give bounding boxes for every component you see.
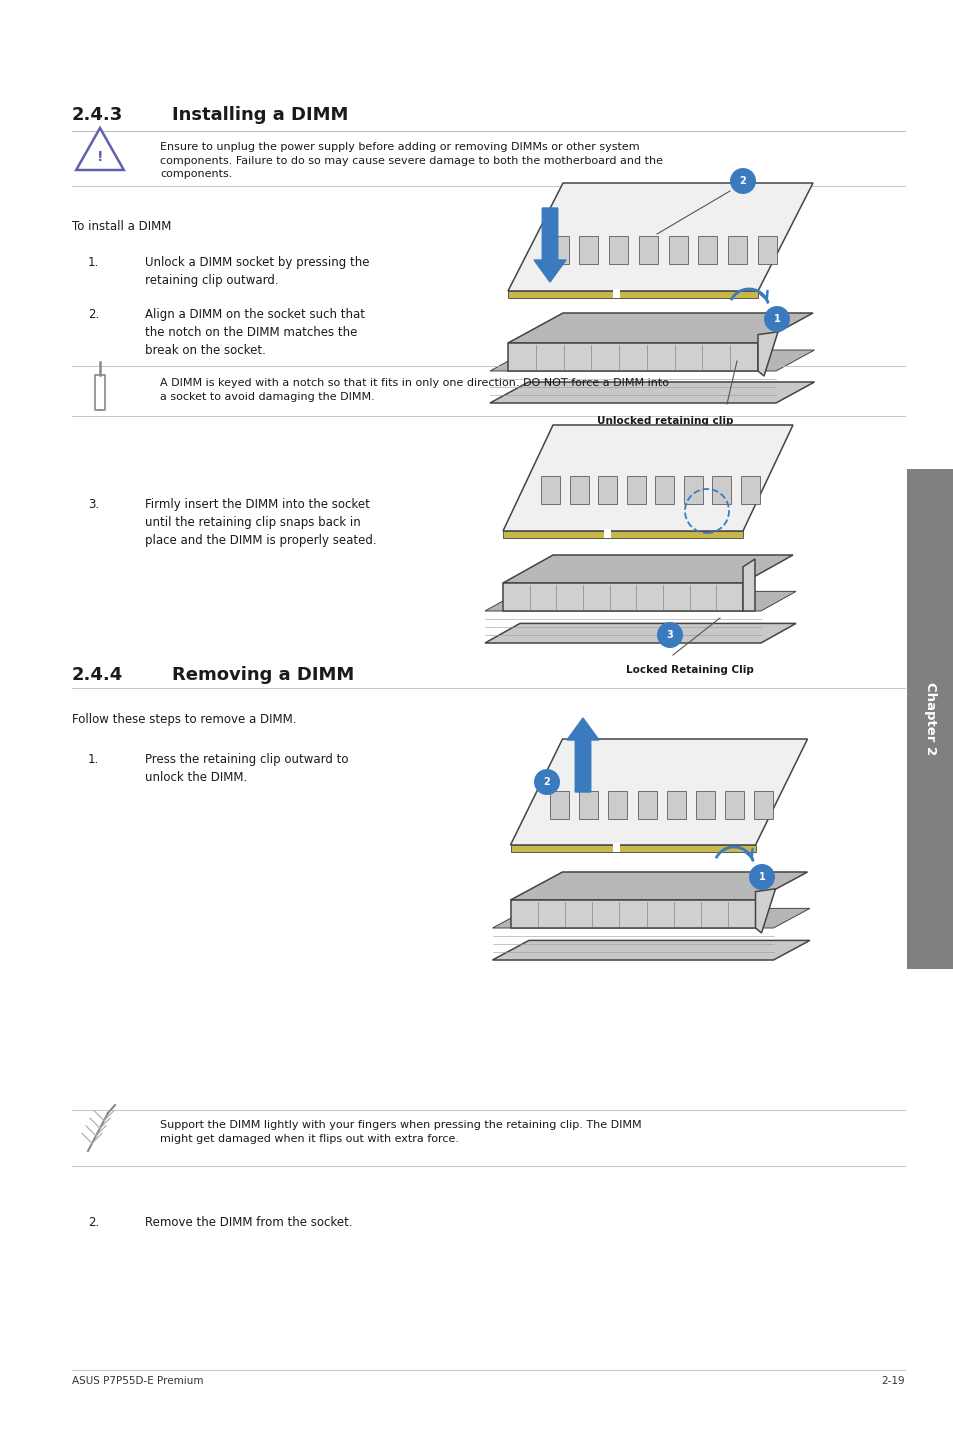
Polygon shape bbox=[510, 900, 755, 928]
Text: Unlock a DIMM socket by pressing the
retaining clip outward.: Unlock a DIMM socket by pressing the ret… bbox=[145, 256, 369, 288]
Text: Ensure to unplug the power supply before adding or removing DIMMs or other syste: Ensure to unplug the power supply before… bbox=[160, 142, 662, 180]
Polygon shape bbox=[510, 846, 755, 851]
Text: DIMM notch: DIMM notch bbox=[697, 198, 766, 209]
Text: Support the DIMM lightly with your fingers when pressing the retaining clip. The: Support the DIMM lightly with your finge… bbox=[160, 1120, 641, 1143]
Text: !: ! bbox=[96, 151, 103, 164]
Polygon shape bbox=[484, 591, 795, 611]
Bar bbox=[757, 236, 776, 265]
Polygon shape bbox=[492, 940, 809, 961]
Bar bbox=[906, 469, 953, 969]
Text: Remove the DIMM from the socket.: Remove the DIMM from the socket. bbox=[145, 1217, 353, 1229]
Text: Follow these steps to remove a DIMM.: Follow these steps to remove a DIMM. bbox=[71, 713, 296, 726]
FancyArrow shape bbox=[534, 209, 565, 282]
Bar bbox=[608, 791, 627, 818]
Bar bbox=[666, 791, 685, 818]
Bar bbox=[540, 476, 559, 505]
Polygon shape bbox=[742, 559, 754, 611]
Circle shape bbox=[748, 864, 774, 890]
Bar bbox=[712, 476, 731, 505]
Circle shape bbox=[534, 769, 559, 795]
Polygon shape bbox=[507, 290, 758, 298]
Bar bbox=[740, 476, 760, 505]
Bar bbox=[727, 236, 746, 265]
Bar bbox=[655, 476, 674, 505]
Bar bbox=[578, 791, 598, 818]
Text: 2.: 2. bbox=[88, 1217, 99, 1229]
Text: 2.4.3: 2.4.3 bbox=[71, 106, 123, 124]
Text: 2.4.4: 2.4.4 bbox=[71, 666, 123, 684]
Polygon shape bbox=[484, 624, 795, 643]
Text: Unlocked retaining clip: Unlocked retaining clip bbox=[597, 416, 733, 426]
Text: ASUS P7P55D-E Premium: ASUS P7P55D-E Premium bbox=[71, 1376, 203, 1386]
Polygon shape bbox=[490, 383, 814, 403]
Text: Locked Retaining Clip: Locked Retaining Clip bbox=[625, 664, 753, 674]
Bar bbox=[608, 236, 627, 265]
Polygon shape bbox=[492, 909, 809, 928]
Polygon shape bbox=[502, 426, 792, 531]
Text: Align a DIMM on the socket such that
the notch on the DIMM matches the
break on : Align a DIMM on the socket such that the… bbox=[145, 308, 365, 357]
Polygon shape bbox=[755, 889, 775, 933]
Text: 1.: 1. bbox=[88, 256, 99, 269]
Text: 2: 2 bbox=[739, 175, 745, 186]
Polygon shape bbox=[490, 349, 814, 371]
Text: 1.: 1. bbox=[88, 754, 99, 766]
Text: Installing a DIMM: Installing a DIMM bbox=[172, 106, 348, 124]
FancyArrow shape bbox=[566, 718, 598, 792]
Text: 1: 1 bbox=[758, 871, 764, 881]
Bar bbox=[754, 791, 772, 818]
Text: 2-19: 2-19 bbox=[881, 1376, 904, 1386]
Polygon shape bbox=[510, 871, 806, 900]
Text: Chapter 2: Chapter 2 bbox=[923, 683, 936, 755]
Text: Firmly insert the DIMM into the socket
until the retaining clip snaps back in
pl: Firmly insert the DIMM into the socket u… bbox=[145, 498, 376, 546]
Polygon shape bbox=[502, 531, 742, 538]
Bar bbox=[695, 791, 714, 818]
Bar bbox=[603, 529, 610, 538]
Bar bbox=[569, 476, 588, 505]
Bar bbox=[626, 476, 645, 505]
Polygon shape bbox=[502, 582, 742, 611]
Polygon shape bbox=[507, 183, 812, 290]
Text: 1: 1 bbox=[773, 313, 780, 324]
Bar bbox=[668, 236, 687, 265]
Bar bbox=[598, 476, 617, 505]
Circle shape bbox=[657, 623, 682, 649]
Text: 3: 3 bbox=[666, 630, 673, 640]
Circle shape bbox=[763, 306, 789, 332]
Bar bbox=[637, 791, 656, 818]
Bar bbox=[550, 791, 568, 818]
Text: Removing a DIMM: Removing a DIMM bbox=[172, 666, 354, 684]
Text: 3.: 3. bbox=[88, 498, 99, 510]
Text: 2: 2 bbox=[543, 777, 550, 787]
Text: 2.: 2. bbox=[88, 308, 99, 321]
Polygon shape bbox=[507, 344, 758, 371]
Circle shape bbox=[729, 168, 755, 194]
Polygon shape bbox=[76, 128, 124, 170]
Bar bbox=[683, 476, 702, 505]
Polygon shape bbox=[507, 313, 812, 344]
Bar bbox=[549, 236, 568, 265]
Text: A DIMM is keyed with a notch so that it fits in only one direction. DO NOT force: A DIMM is keyed with a notch so that it … bbox=[160, 378, 668, 401]
Bar bbox=[613, 843, 619, 851]
Text: To install a DIMM: To install a DIMM bbox=[71, 220, 172, 233]
Bar bbox=[698, 236, 717, 265]
Bar bbox=[724, 791, 743, 818]
Bar bbox=[639, 236, 658, 265]
Text: Press the retaining clip outward to
unlock the DIMM.: Press the retaining clip outward to unlo… bbox=[145, 754, 348, 784]
Polygon shape bbox=[758, 332, 778, 375]
Polygon shape bbox=[510, 739, 806, 846]
Bar bbox=[613, 289, 619, 298]
Polygon shape bbox=[502, 555, 792, 582]
Bar bbox=[578, 236, 598, 265]
